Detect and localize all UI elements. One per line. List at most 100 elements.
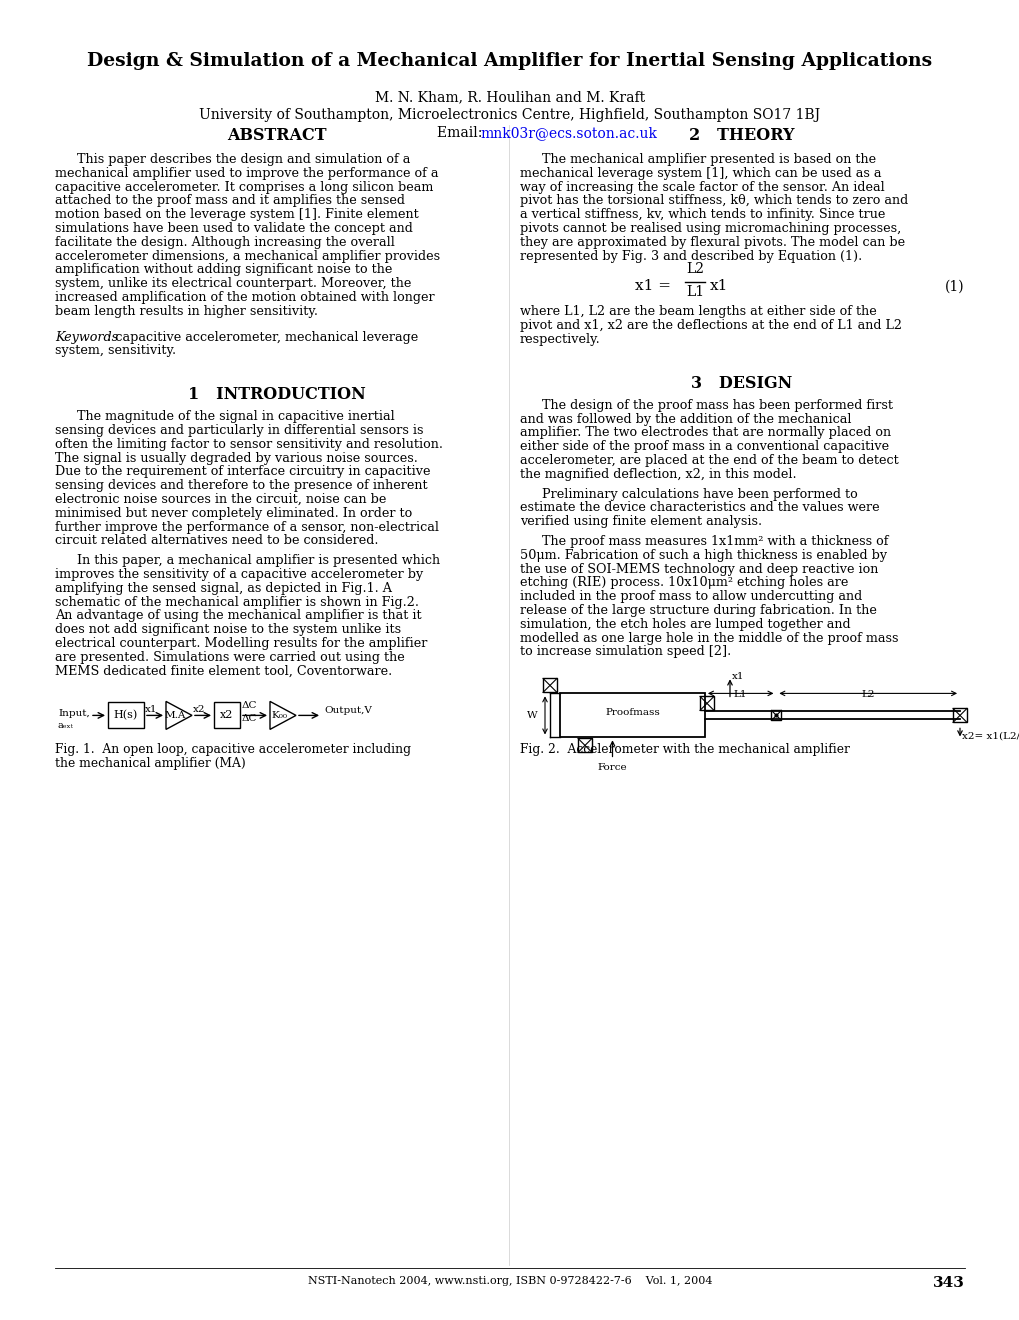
- Text: improves the sensitivity of a capacitive accelerometer by: improves the sensitivity of a capacitive…: [55, 568, 423, 581]
- Text: W: W: [526, 711, 537, 719]
- Text: represented by Fig. 3 and described by Equation (1).: represented by Fig. 3 and described by E…: [520, 249, 861, 263]
- Text: Keywords: Keywords: [55, 330, 118, 343]
- Text: Preliminary calculations have been performed to: Preliminary calculations have been perfo…: [541, 487, 857, 500]
- Text: M. N. Kham, R. Houlihan and M. Kraft: M. N. Kham, R. Houlihan and M. Kraft: [375, 90, 644, 104]
- Text: pivot and x1, x2 are the deflections at the end of L1 and L2: pivot and x1, x2 are the deflections at …: [520, 319, 901, 333]
- Text: attached to the proof mass and it amplifies the sensed: attached to the proof mass and it amplif…: [55, 194, 405, 207]
- Text: mechanical amplifier used to improve the performance of a: mechanical amplifier used to improve the…: [55, 166, 438, 180]
- Text: further improve the performance of a sensor, non-electrical: further improve the performance of a sen…: [55, 520, 438, 533]
- Text: This paper describes the design and simulation of a: This paper describes the design and simu…: [76, 153, 410, 166]
- Text: Due to the requirement of interface circuitry in capacitive: Due to the requirement of interface circ…: [55, 466, 430, 478]
- Text: a vertical stiffness, kv, which tends to infinity. Since true: a vertical stiffness, kv, which tends to…: [520, 209, 884, 222]
- Text: (1): (1): [945, 280, 964, 293]
- Text: where L1, L2 are the beam lengths at either side of the: where L1, L2 are the beam lengths at eit…: [520, 305, 876, 318]
- Text: x2: x2: [193, 705, 205, 714]
- Text: does not add significant noise to the system unlike its: does not add significant noise to the sy…: [55, 623, 400, 636]
- Text: Fig. 1.  An open loop, capacitive accelerometer including: Fig. 1. An open loop, capacitive acceler…: [55, 743, 411, 756]
- Text: amplifier. The two electrodes that are normally placed on: amplifier. The two electrodes that are n…: [520, 426, 891, 440]
- Text: beam length results in higher sensitivity.: beam length results in higher sensitivit…: [55, 305, 318, 318]
- Text: 3   DESIGN: 3 DESIGN: [691, 375, 792, 392]
- Text: ABSTRACT: ABSTRACT: [227, 127, 326, 144]
- Text: Proofmass: Proofmass: [604, 708, 659, 717]
- Text: The design of the proof mass has been performed first: The design of the proof mass has been pe…: [541, 399, 892, 412]
- Text: and was followed by the addition of the mechanical: and was followed by the addition of the …: [520, 413, 851, 425]
- Text: x1: x1: [732, 672, 744, 681]
- Bar: [952, 709, 966, 722]
- Bar: [578, 738, 591, 752]
- Text: often the limiting factor to sensor sensitivity and resolution.: often the limiting factor to sensor sens…: [55, 438, 442, 451]
- Text: sensing devices and particularly in differential sensors is: sensing devices and particularly in diff…: [55, 424, 423, 437]
- Text: K₀₀: K₀₀: [271, 711, 286, 719]
- Text: Input,: Input,: [58, 709, 90, 718]
- Text: In this paper, a mechanical amplifier is presented which: In this paper, a mechanical amplifier is…: [76, 554, 439, 568]
- Text: 50μm. Fabrication of such a high thickness is enabled by: 50μm. Fabrication of such a high thickne…: [520, 549, 887, 562]
- Text: mnk03r@ecs.soton.ac.uk: mnk03r@ecs.soton.ac.uk: [480, 125, 656, 140]
- Text: mechanical leverage system [1], which can be used as a: mechanical leverage system [1], which ca…: [520, 166, 880, 180]
- Text: electrical counterpart. Modelling results for the amplifier: electrical counterpart. Modelling result…: [55, 638, 427, 649]
- Text: L1: L1: [734, 690, 747, 700]
- Bar: [108, 702, 144, 729]
- Bar: [770, 710, 781, 721]
- Text: Design & Simulation of a Mechanical Amplifier for Inertial Sensing Applications: Design & Simulation of a Mechanical Ampl…: [88, 51, 931, 70]
- Text: to increase simulation speed [2].: to increase simulation speed [2].: [520, 645, 731, 659]
- Text: respectively.: respectively.: [520, 333, 600, 346]
- Text: motion based on the leverage system [1]. Finite element: motion based on the leverage system [1].…: [55, 209, 419, 222]
- Text: estimate the device characteristics and the values were: estimate the device characteristics and …: [520, 502, 878, 515]
- Text: M.A: M.A: [164, 711, 185, 719]
- Text: x2: x2: [220, 710, 233, 721]
- Text: pivots cannot be realised using micromachining processes,: pivots cannot be realised using micromac…: [520, 222, 901, 235]
- Text: they are approximated by flexural pivots. The model can be: they are approximated by flexural pivots…: [520, 236, 904, 248]
- Text: verified using finite element analysis.: verified using finite element analysis.: [520, 515, 761, 528]
- Text: are presented. Simulations were carried out using the: are presented. Simulations were carried …: [55, 651, 405, 664]
- Text: facilitate the design. Although increasing the overall: facilitate the design. Although increasi…: [55, 236, 394, 248]
- Text: modelled as one large hole in the middle of the proof mass: modelled as one large hole in the middle…: [520, 631, 898, 644]
- Text: circuit related alternatives need to be considered.: circuit related alternatives need to be …: [55, 535, 378, 548]
- Text: Email:: Email:: [436, 125, 486, 140]
- Text: The magnitude of the signal in capacitive inertial: The magnitude of the signal in capacitiv…: [76, 411, 394, 424]
- Text: The mechanical amplifier presented is based on the: The mechanical amplifier presented is ba…: [541, 153, 875, 166]
- Bar: [699, 697, 713, 710]
- Bar: [542, 678, 556, 693]
- Text: capacitive accelerometer. It comprises a long silicon beam: capacitive accelerometer. It comprises a…: [55, 181, 433, 194]
- Text: L2: L2: [861, 690, 874, 700]
- Text: ΔC: ΔC: [242, 701, 257, 710]
- Text: NSTI-Nanotech 2004, www.nsti.org, ISBN 0-9728422-7-6    Vol. 1, 2004: NSTI-Nanotech 2004, www.nsti.org, ISBN 0…: [308, 1276, 711, 1286]
- Text: system, unlike its electrical counterpart. Moreover, the: system, unlike its electrical counterpar…: [55, 277, 411, 290]
- Text: x1: x1: [145, 705, 157, 714]
- Text: amplifying the sensed signal, as depicted in Fig.1. A: amplifying the sensed signal, as depicte…: [55, 582, 391, 595]
- Text: Output,V: Output,V: [324, 706, 372, 715]
- Text: H(s): H(s): [114, 710, 138, 721]
- Text: 343: 343: [932, 1276, 964, 1290]
- Text: L2: L2: [686, 263, 703, 276]
- Text: : capacitive accelerometer, mechanical leverage: : capacitive accelerometer, mechanical l…: [107, 330, 418, 343]
- Text: electronic noise sources in the circuit, noise can be: electronic noise sources in the circuit,…: [55, 492, 386, 506]
- Text: x2= x1(L2/L1): x2= x1(L2/L1): [961, 731, 1019, 741]
- Text: 2   THEORY: 2 THEORY: [689, 127, 794, 144]
- Bar: [214, 702, 239, 729]
- Bar: [559, 693, 704, 738]
- Text: An advantage of using the mechanical amplifier is that it: An advantage of using the mechanical amp…: [55, 610, 421, 623]
- Text: the use of SOI-MEMS technology and deep reactive ion: the use of SOI-MEMS technology and deep …: [520, 562, 877, 576]
- Text: The signal is usually degraded by various noise sources.: The signal is usually degraded by variou…: [55, 451, 418, 465]
- Text: amplification without adding significant noise to the: amplification without adding significant…: [55, 264, 392, 276]
- Text: pivot has the torsional stiffness, kθ, which tends to zero and: pivot has the torsional stiffness, kθ, w…: [520, 194, 907, 207]
- Text: minimised but never completely eliminated. In order to: minimised but never completely eliminate…: [55, 507, 412, 520]
- Text: L1: L1: [685, 285, 703, 300]
- Text: sensing devices and therefore to the presence of inherent: sensing devices and therefore to the pre…: [55, 479, 427, 492]
- Text: The proof mass measures 1x1mm² with a thickness of: The proof mass measures 1x1mm² with a th…: [541, 535, 888, 548]
- Text: University of Southampton, Microelectronics Centre, Highfield, Southampton SO17 : University of Southampton, Microelectron…: [200, 108, 819, 121]
- Text: the magnified deflection, x2, in this model.: the magnified deflection, x2, in this mo…: [520, 467, 796, 480]
- Text: included in the proof mass to allow undercutting and: included in the proof mass to allow unde…: [520, 590, 861, 603]
- Text: increased amplification of the motion obtained with longer: increased amplification of the motion ob…: [55, 290, 434, 304]
- Text: either side of the proof mass in a conventional capacitive: either side of the proof mass in a conve…: [520, 440, 889, 453]
- Text: ΔC: ΔC: [242, 714, 257, 723]
- Text: simulation, the etch holes are lumped together and: simulation, the etch holes are lumped to…: [520, 618, 850, 631]
- Text: the mechanical amplifier (MA): the mechanical amplifier (MA): [55, 758, 246, 771]
- Text: schematic of the mechanical amplifier is shown in Fig.2.: schematic of the mechanical amplifier is…: [55, 595, 419, 609]
- Text: 1   INTRODUCTION: 1 INTRODUCTION: [187, 387, 366, 403]
- Text: x1 =: x1 =: [635, 280, 671, 293]
- Text: simulations have been used to validate the concept and: simulations have been used to validate t…: [55, 222, 413, 235]
- Text: way of increasing the scale factor of the sensor. An ideal: way of increasing the scale factor of th…: [520, 181, 883, 194]
- Text: x1: x1: [709, 280, 728, 293]
- Text: accelerometer, are placed at the end of the beam to detect: accelerometer, are placed at the end of …: [520, 454, 898, 467]
